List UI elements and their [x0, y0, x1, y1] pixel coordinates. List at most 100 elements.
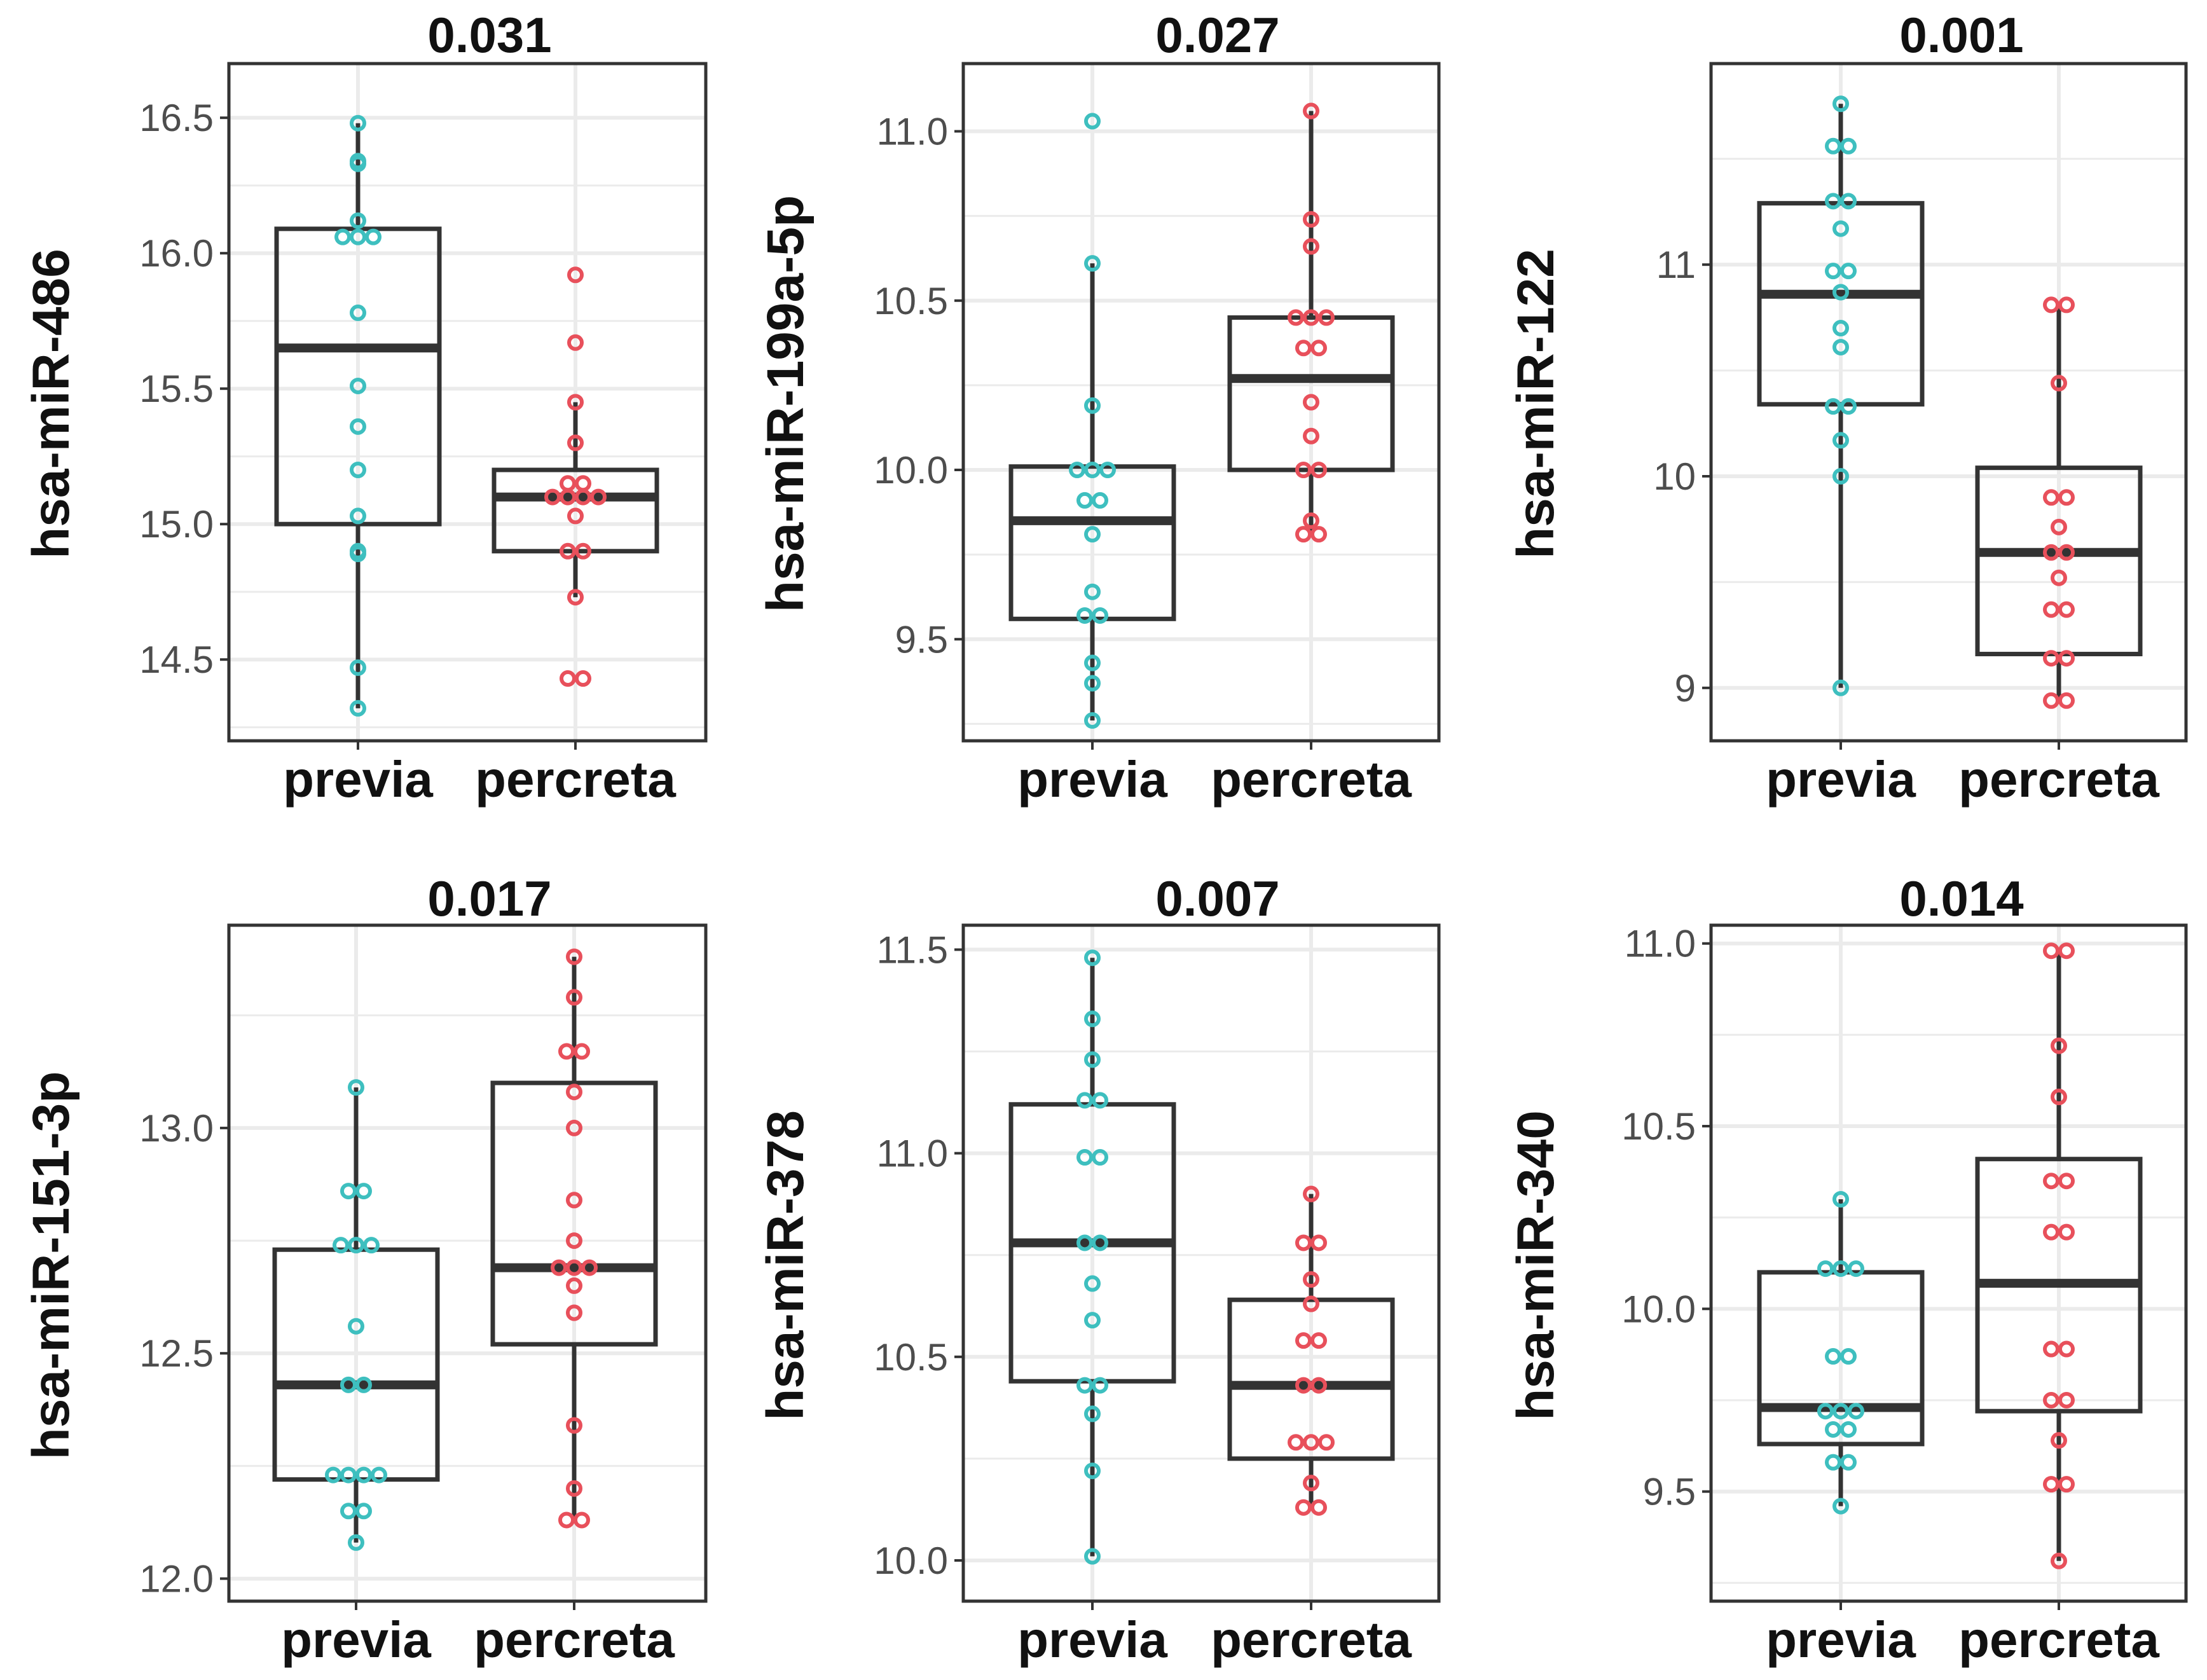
data-point — [2058, 1173, 2075, 1190]
data-point — [551, 1259, 567, 1276]
data-point — [1084, 1051, 1101, 1068]
data-point — [348, 1318, 364, 1335]
panel-title: 0.014 — [1899, 871, 2023, 926]
data-point — [2051, 518, 2067, 535]
data-point — [1840, 1454, 1857, 1471]
data-point — [544, 488, 561, 506]
data-point — [355, 1376, 372, 1393]
data-point — [1832, 284, 1849, 301]
data-point — [1084, 1312, 1101, 1329]
data-point — [590, 488, 607, 506]
panel-border — [227, 923, 708, 1603]
panel-3: 9 10 11 previa percreta 0.001 hsa-miR-122 — [1507, 7, 2188, 808]
data-point — [355, 1503, 372, 1520]
data-point — [1848, 1260, 1864, 1277]
data-point — [1825, 193, 1841, 210]
data-point — [1303, 427, 1319, 444]
box-iqr — [1008, 464, 1176, 621]
x-tick-label: percreta — [1958, 1611, 2159, 1668]
data-point — [1832, 679, 1849, 696]
data-point — [2058, 1340, 2075, 1358]
panel-border — [961, 62, 1441, 743]
data-point — [1295, 526, 1312, 543]
data-point — [1303, 1434, 1319, 1451]
data-point — [2043, 1173, 2059, 1190]
data-point — [1303, 102, 1319, 120]
data-point — [340, 1466, 357, 1484]
x-tick-label: previa — [1766, 1611, 1916, 1668]
data-point — [1092, 1092, 1108, 1109]
panel-title: 0.027 — [1155, 7, 1279, 63]
data-point — [355, 1183, 372, 1200]
data-point — [2058, 601, 2075, 618]
data-point — [348, 1534, 364, 1551]
x-tick-label: percreta — [1211, 751, 1412, 808]
data-point — [2058, 1391, 2075, 1408]
data-point — [566, 1259, 582, 1276]
data-point — [566, 1304, 582, 1321]
data-point — [2043, 1223, 2059, 1241]
data-point — [1295, 1332, 1312, 1349]
panel-border — [961, 923, 1441, 1603]
data-point — [2043, 942, 2059, 960]
data-point — [567, 507, 584, 525]
data-point — [1288, 309, 1304, 326]
y-axis-label: hsa-miR-340 — [1507, 1110, 1565, 1421]
data-point — [1084, 712, 1101, 729]
data-point — [2051, 375, 2067, 392]
data-point — [566, 1417, 582, 1434]
data-point — [1084, 675, 1101, 692]
box-iqr — [1975, 465, 2143, 657]
data-point — [2043, 296, 2059, 313]
data-point — [325, 1466, 341, 1484]
x-tick-label: previa — [281, 1611, 431, 1668]
data-point — [566, 1480, 582, 1497]
data-point — [1084, 1010, 1101, 1028]
data-point — [1076, 607, 1093, 624]
data-point — [1295, 1499, 1312, 1516]
y-axis-label: hsa-miR-378 — [757, 1110, 815, 1421]
x-tick-label: percreta — [1211, 1611, 1412, 1668]
data-point — [2058, 1223, 2075, 1241]
data-point — [1825, 1454, 1841, 1471]
data-point — [567, 589, 584, 606]
data-point — [350, 212, 366, 230]
data-point — [575, 475, 591, 492]
data-point — [560, 475, 576, 492]
data-point — [371, 1466, 387, 1484]
y-tick-label: 16.5 — [139, 97, 214, 139]
data-point — [350, 377, 366, 394]
data-point — [1303, 1475, 1319, 1492]
data-point — [1832, 467, 1849, 485]
data-point — [363, 1237, 380, 1254]
data-point — [560, 488, 576, 506]
data-point — [1832, 1190, 1849, 1208]
data-point — [1288, 1434, 1304, 1451]
data-point — [1295, 1377, 1312, 1394]
data-point — [1840, 137, 1857, 155]
data-point — [1318, 309, 1335, 326]
data-point — [2043, 601, 2059, 618]
data-point — [1099, 462, 1116, 478]
data-point — [2043, 692, 2059, 709]
y-tick-label: 11.5 — [877, 928, 948, 971]
data-point — [1825, 263, 1841, 280]
data-point — [1084, 462, 1101, 478]
data-point — [350, 546, 366, 563]
data-point — [1303, 1185, 1319, 1202]
x-tick-label: previa — [283, 751, 433, 808]
data-point — [1076, 1149, 1093, 1166]
data-point — [574, 1511, 590, 1529]
box-iqr — [1757, 1270, 1925, 1447]
data-point — [1303, 512, 1319, 529]
data-point — [2043, 650, 2059, 667]
data-point — [1817, 1260, 1834, 1277]
y-axis-label: hsa-miR-199a-5p — [757, 195, 815, 612]
data-point — [1310, 1377, 1327, 1394]
panel-title: 0.031 — [427, 7, 551, 63]
boxplot-previa — [1757, 1199, 1925, 1506]
data-point — [1310, 526, 1327, 543]
data-point — [574, 1043, 590, 1060]
box-iqr — [490, 1080, 658, 1347]
data-point — [365, 228, 382, 245]
